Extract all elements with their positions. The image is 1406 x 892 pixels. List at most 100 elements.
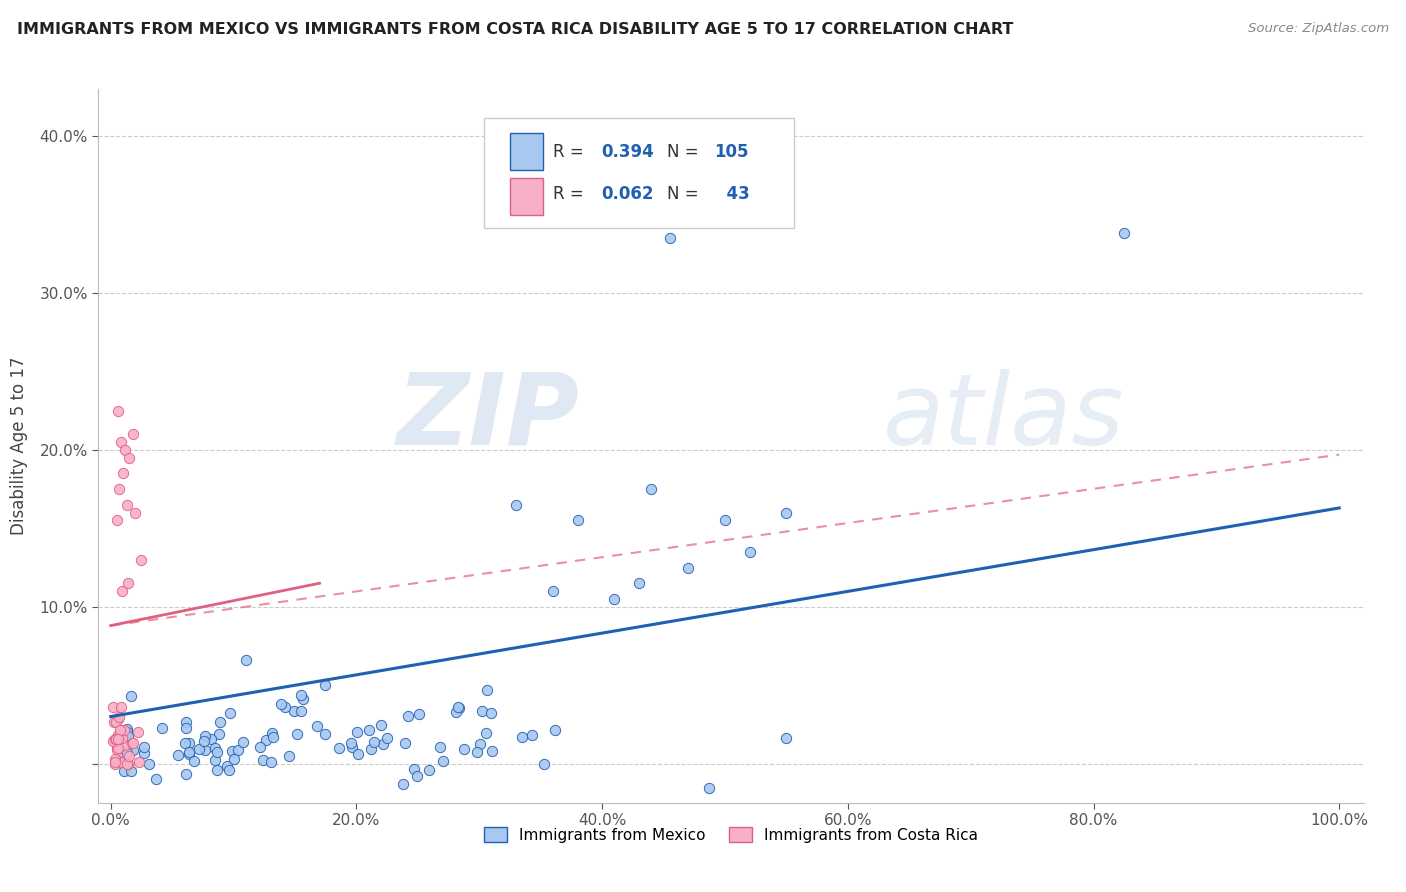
Point: [375, 731, 398, 746]
Point: [174, 714, 197, 729]
Point: [179, 745, 201, 759]
Text: IMMIGRANTS FROM MEXICO VS IMMIGRANTS FROM COSTA RICA DISABILITY AGE 5 TO 17 CORR: IMMIGRANTS FROM MEXICO VS IMMIGRANTS FRO…: [17, 22, 1014, 37]
Point: [131, 552, 153, 566]
Point: [107, 728, 129, 742]
Point: [775, 731, 797, 745]
Point: [394, 736, 416, 750]
Point: [117, 729, 139, 743]
Point: [359, 723, 381, 737]
Point: [533, 756, 555, 771]
Point: [132, 746, 155, 760]
Point: [567, 514, 589, 528]
Point: [167, 747, 190, 762]
Point: [110, 435, 132, 450]
Point: [107, 712, 129, 726]
Point: [396, 708, 419, 723]
Point: [262, 726, 284, 740]
Point: [174, 722, 197, 736]
Point: [738, 545, 761, 559]
Point: [475, 683, 498, 698]
Point: [183, 754, 205, 768]
Point: [290, 688, 312, 702]
Point: [128, 755, 150, 769]
Point: [676, 560, 699, 574]
Point: [446, 699, 468, 714]
Point: [371, 738, 394, 752]
Point: [510, 730, 533, 744]
Point: [283, 704, 305, 718]
Point: [115, 746, 138, 760]
Point: [274, 700, 297, 714]
Point: [115, 756, 138, 771]
Point: [541, 584, 564, 599]
Point: [104, 731, 127, 746]
Point: [479, 706, 502, 721]
Point: [179, 736, 201, 750]
Point: [208, 727, 231, 741]
Point: [111, 467, 134, 481]
Point: [340, 736, 363, 750]
Point: [775, 506, 797, 520]
Point: [640, 482, 662, 496]
Point: [260, 755, 283, 769]
Point: [105, 743, 128, 757]
Point: [124, 506, 146, 520]
Point: [714, 514, 737, 528]
Point: [449, 701, 471, 715]
Point: [228, 743, 250, 757]
Point: [108, 723, 131, 738]
Point: [115, 722, 138, 736]
Point: [103, 734, 125, 748]
Point: [121, 743, 143, 757]
Text: 105: 105: [714, 143, 749, 161]
Point: [120, 690, 142, 704]
Point: [117, 756, 139, 771]
Point: [314, 678, 336, 692]
Point: [204, 753, 226, 767]
Text: R =: R =: [553, 186, 589, 203]
Point: [252, 753, 274, 767]
Point: [117, 725, 139, 739]
Text: atlas: atlas: [883, 369, 1125, 466]
Text: 0.062: 0.062: [600, 186, 654, 203]
Point: [105, 740, 128, 755]
Point: [104, 714, 127, 729]
Point: [209, 715, 232, 730]
Point: [107, 710, 129, 724]
Point: [221, 744, 243, 758]
Point: [207, 745, 229, 759]
Point: [111, 731, 134, 745]
Text: N =: N =: [666, 143, 703, 161]
Point: [370, 718, 392, 732]
Point: [224, 752, 246, 766]
Point: [150, 721, 173, 735]
Point: [475, 725, 498, 739]
Point: [292, 691, 315, 706]
Point: [290, 704, 312, 718]
Point: [122, 736, 145, 750]
Point: [505, 498, 527, 512]
Point: [194, 729, 217, 743]
Point: [277, 748, 299, 763]
Point: [174, 736, 197, 750]
Point: [347, 747, 370, 762]
Point: [121, 427, 143, 442]
Point: [107, 403, 129, 417]
Point: [697, 780, 720, 795]
Point: [179, 747, 201, 761]
Point: [105, 732, 128, 747]
Point: [110, 754, 132, 768]
Text: R =: R =: [553, 143, 589, 161]
Point: [174, 767, 197, 781]
Legend: Immigrants from Mexico, Immigrants from Costa Rica: Immigrants from Mexico, Immigrants from …: [478, 821, 984, 848]
Point: [305, 719, 328, 733]
Point: [111, 584, 134, 599]
Point: [627, 576, 650, 591]
Point: [200, 732, 222, 747]
Point: [215, 758, 238, 772]
Point: [205, 763, 228, 777]
Point: [112, 764, 135, 779]
Point: [544, 723, 567, 737]
Point: [117, 576, 139, 591]
Point: [254, 732, 277, 747]
